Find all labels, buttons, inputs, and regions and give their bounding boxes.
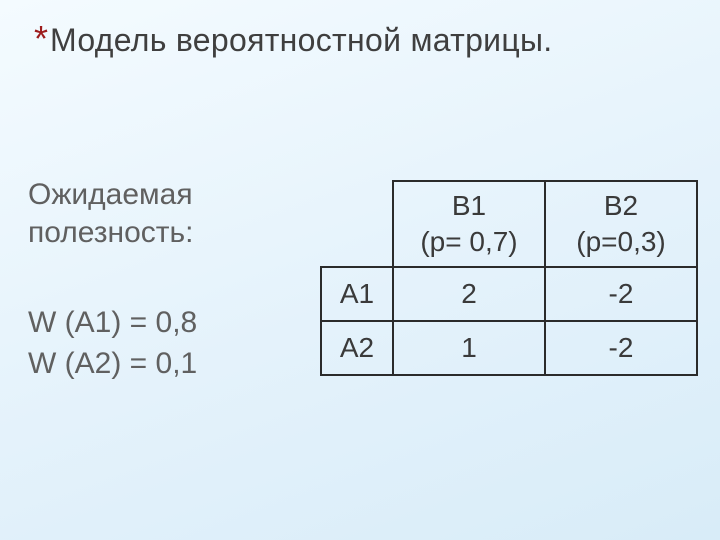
col-header-b1-line2: (р= 0,7) (394, 224, 544, 260)
w-a2-line: W (A2) = 0,1 (28, 344, 197, 385)
col-header-b2-line2: (р=0,3) (546, 224, 696, 260)
expected-utility-values: W (A1) = 0,8 W (A2) = 0,1 (28, 303, 197, 384)
cell-a2-b2: -2 (545, 321, 697, 375)
cell-a1-b1: 2 (393, 267, 545, 321)
col-header-b2: B2 (р=0,3) (545, 181, 697, 267)
col-header-b1: B1 (р= 0,7) (393, 181, 545, 267)
row-label-a2: A2 (321, 321, 393, 375)
subtitle: Ожидаемая полезность: (28, 176, 194, 251)
probability-matrix-table: B1 (р= 0,7) B2 (р=0,3) A1 2 -2 A2 1 -2 (320, 180, 698, 376)
corner-empty-cell (321, 181, 393, 267)
col-header-b2-line1: B2 (546, 188, 696, 224)
table-header-row: B1 (р= 0,7) B2 (р=0,3) (321, 181, 697, 267)
title-text: Модель вероятностной матрицы. (50, 22, 552, 58)
cell-a2-b1: 1 (393, 321, 545, 375)
cell-a1-b2: -2 (545, 267, 697, 321)
table-row: A1 2 -2 (321, 267, 697, 321)
slide-title: *Модель вероятностной матрицы. (34, 18, 690, 60)
title-asterisk: * (34, 18, 48, 59)
row-label-a1: A1 (321, 267, 393, 321)
subtitle-line-2: полезность: (28, 214, 194, 252)
slide: *Модель вероятностной матрицы. Ожидаемая… (0, 0, 720, 540)
subtitle-line-1: Ожидаемая (28, 176, 194, 214)
w-a1-line: W (A1) = 0,8 (28, 303, 197, 344)
col-header-b1-line1: B1 (394, 188, 544, 224)
table-row: A2 1 -2 (321, 321, 697, 375)
